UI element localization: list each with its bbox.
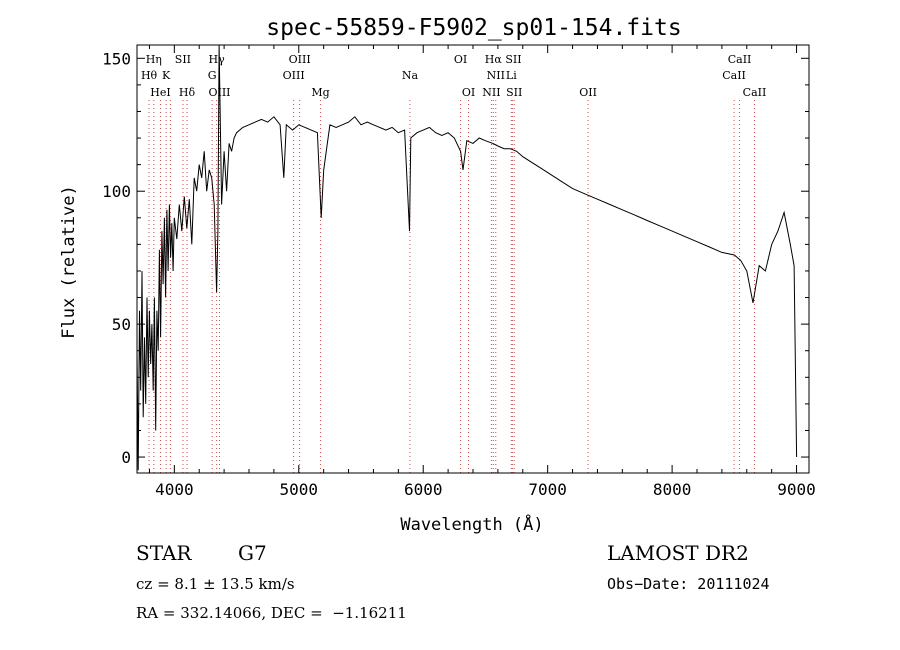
y-axis-ticks: 0 50 100 150: [102, 49, 809, 467]
ra-dec: RA = 332.14066, DEC = −1.16211: [136, 604, 407, 622]
object-type: STAR: [136, 541, 192, 565]
line-label: NII: [482, 86, 500, 99]
y-tick-label: 50: [112, 315, 131, 334]
line-label: CaII: [743, 86, 767, 99]
line-label: K: [162, 69, 171, 82]
spectral-class: G7: [238, 541, 267, 565]
line-label: Hη: [146, 53, 162, 66]
y-axis-label: Flux (relative): [59, 185, 79, 339]
line-label: G: [208, 69, 217, 82]
y-tick-label: 0: [121, 448, 131, 467]
line-label: CaII: [728, 53, 752, 66]
x-tick-label: 8000: [653, 480, 692, 499]
survey-name: LAMOST DR2: [607, 541, 749, 565]
line-label: Li: [506, 69, 517, 82]
line-label: OI: [454, 53, 467, 66]
line-label: OII: [579, 86, 597, 99]
line-label: SII: [175, 53, 191, 66]
line-label: Hγ: [209, 53, 226, 66]
line-label: OIII: [283, 69, 305, 82]
x-tick-label: 4000: [155, 480, 194, 499]
y-tick-label: 100: [102, 182, 131, 201]
x-tick-label: 9000: [777, 480, 816, 499]
line-label: Mg: [311, 86, 329, 99]
line-label: SII: [505, 53, 521, 66]
emission-line-markers: [148, 100, 755, 473]
x-tick-label: 7000: [528, 480, 567, 499]
line-label: CaII: [722, 69, 746, 82]
chart-title: spec-55859-F5902_sp01-154.fits: [266, 15, 681, 41]
obs-date: Obs−Date: 20111024: [607, 575, 770, 593]
line-label: Na: [402, 69, 419, 82]
spectrum-line: [136, 44, 798, 471]
redshift-cz: cz = 8.1 ± 13.5 km/s: [136, 575, 295, 593]
x-tick-label: 5000: [280, 480, 319, 499]
line-label: Hδ: [179, 86, 196, 99]
x-tick-label: 6000: [404, 480, 443, 499]
line-label: NII: [487, 69, 505, 82]
line-label: Hα: [485, 53, 503, 66]
line-label: OIII: [289, 53, 311, 66]
line-label: Hθ: [141, 69, 158, 82]
x-axis-ticks: 4000 5000 6000 7000 8000 9000: [148, 45, 816, 499]
y-tick-label: 150: [102, 49, 131, 68]
plot-frame: [136, 44, 810, 474]
x-axis-label: Wavelength (Å): [400, 513, 543, 535]
line-label: OI: [462, 86, 475, 99]
line-label: SII: [506, 86, 522, 99]
line-label: HeI: [150, 86, 170, 99]
